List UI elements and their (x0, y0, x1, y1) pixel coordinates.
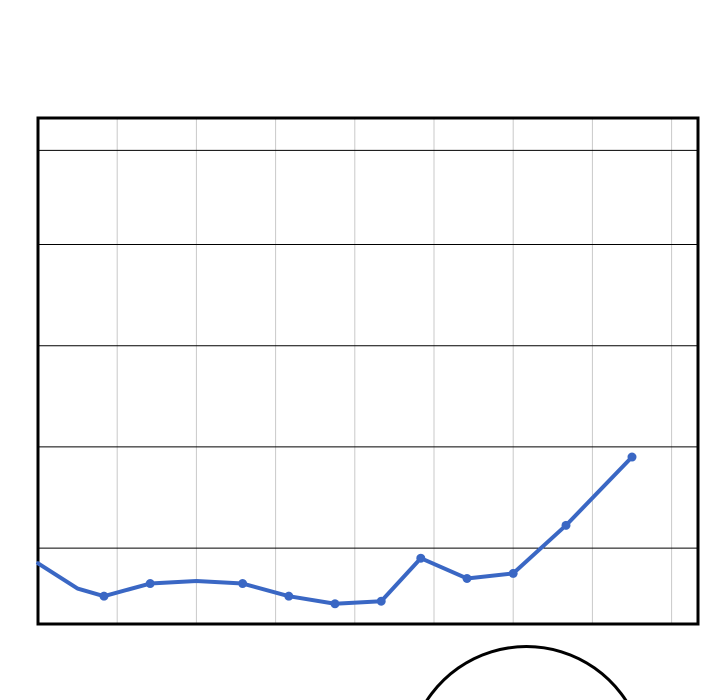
line-chart (0, 0, 720, 700)
